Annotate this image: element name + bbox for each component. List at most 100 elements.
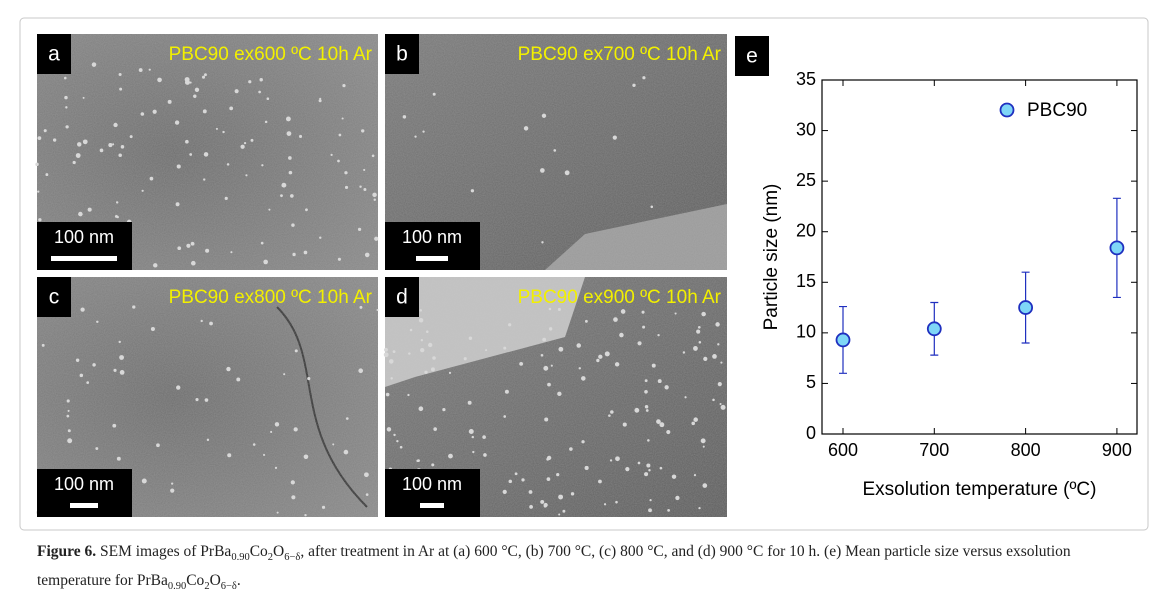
scale-bar-text: 100 nm: [54, 227, 114, 247]
sem-particle: [65, 125, 69, 129]
sem-particle: [167, 99, 172, 104]
sem-particle: [675, 495, 680, 501]
sem-particle: [472, 450, 475, 454]
sem-particle: [240, 144, 245, 149]
figure-frame: [19, 17, 1149, 531]
sem-particle: [119, 355, 125, 360]
sem-particle: [358, 368, 364, 374]
sem-particle: [113, 122, 118, 128]
sem-particle: [224, 196, 228, 200]
sem-particle: [558, 513, 561, 516]
sem-particle: [141, 478, 147, 484]
sem-particle: [503, 346, 507, 350]
sem-particle: [345, 417, 349, 420]
sem-particle: [642, 325, 646, 329]
y-axis-label: Particle size (nm): [761, 184, 782, 331]
sem-particle: [508, 323, 512, 327]
sem-particle: [550, 364, 553, 367]
caption-text: Co: [186, 572, 205, 590]
sem-particle: [703, 356, 708, 361]
sem-particle: [576, 343, 582, 348]
sem-particle: [66, 399, 70, 403]
panel-label: c: [49, 286, 60, 309]
sem-particle: [263, 259, 268, 265]
sem-particle: [120, 145, 125, 149]
caption-text: 2: [267, 552, 274, 564]
sem-particle: [288, 170, 293, 175]
sem-particle: [364, 472, 369, 478]
sem-particle: [77, 142, 82, 147]
sem-particle: [390, 377, 393, 380]
caption-text: 6−δ: [284, 552, 301, 564]
sem-particle: [647, 439, 650, 442]
sem-image: d PBC90 ex900 ºC 10h Ar 100 nm: [383, 277, 727, 517]
caption-text: , after treatment in Ar at (a) 600 °C, (…: [37, 543, 1071, 590]
sem-particle: [529, 505, 533, 509]
sem-particle: [112, 423, 117, 428]
sem-particle: [205, 248, 210, 253]
sem-particle: [420, 347, 425, 353]
sem-particle: [343, 449, 349, 455]
sem-particle: [195, 398, 199, 402]
sem-particle: [337, 159, 340, 163]
sem-particle: [291, 495, 296, 500]
sem-particle: [432, 92, 436, 96]
sem-particle: [86, 381, 90, 385]
sem-particle: [37, 190, 40, 193]
panel-title: PBC90 ex700 ºC 10h Ar: [518, 44, 722, 65]
sem-particle: [448, 453, 453, 459]
sem-particle: [174, 120, 180, 125]
sem-particle: [190, 241, 195, 246]
panel-label: d: [396, 286, 408, 309]
sem-particle: [226, 163, 230, 166]
sem-particle: [700, 438, 706, 444]
sem-particle: [417, 459, 420, 463]
sem-particle: [337, 257, 341, 261]
sem-particle: [319, 97, 322, 100]
sem-particle: [598, 354, 603, 359]
sem-particle: [35, 162, 39, 167]
sem-particle: [270, 430, 273, 434]
sem-particle: [483, 453, 487, 457]
sem-particle: [384, 347, 388, 352]
sem-particle: [720, 404, 726, 410]
sem-particle: [141, 189, 144, 192]
sem-particle: [463, 357, 467, 361]
sem-particle: [604, 351, 610, 357]
caption-text: 2: [204, 581, 210, 593]
sem-particle: [138, 68, 143, 72]
sem-particle: [664, 385, 669, 390]
sem-particle: [318, 99, 322, 103]
sem-particle: [37, 136, 42, 140]
sem-particle: [468, 428, 474, 434]
sem-particle: [578, 367, 582, 370]
sem-particle: [283, 373, 286, 376]
sem-particle: [557, 391, 562, 397]
sem-particle: [372, 192, 377, 198]
sem-image: b PBC90 ex700 ºC 10h Ar 100 nm: [385, 34, 727, 270]
panel-label: a: [48, 43, 60, 66]
sem-particle: [504, 389, 509, 394]
sem-particle: [276, 511, 279, 514]
sem-particle: [514, 472, 518, 476]
sem-particle: [470, 189, 475, 193]
sem-particle: [634, 407, 640, 413]
sem-particle: [67, 429, 71, 433]
sem-particle: [547, 382, 551, 387]
sem-particle: [558, 494, 564, 500]
sem-particle: [201, 75, 206, 79]
sem-panels: a PBC90 ex600 ºC 10h Ar 100 nm b PBC90 ex700…: [35, 34, 727, 517]
sem-particle: [96, 320, 99, 324]
sem-particle: [523, 126, 529, 131]
sem-particle: [227, 453, 232, 458]
sem-particle: [215, 127, 218, 130]
sem-particle: [388, 359, 394, 364]
y-tick-label: 0: [806, 423, 816, 443]
sem-particle: [667, 508, 670, 512]
sem-particle: [674, 312, 677, 315]
sem-particle: [156, 443, 160, 448]
sem-particle: [115, 201, 119, 204]
y-tick-label: 25: [796, 170, 816, 190]
y-tick-label: 35: [796, 69, 816, 89]
